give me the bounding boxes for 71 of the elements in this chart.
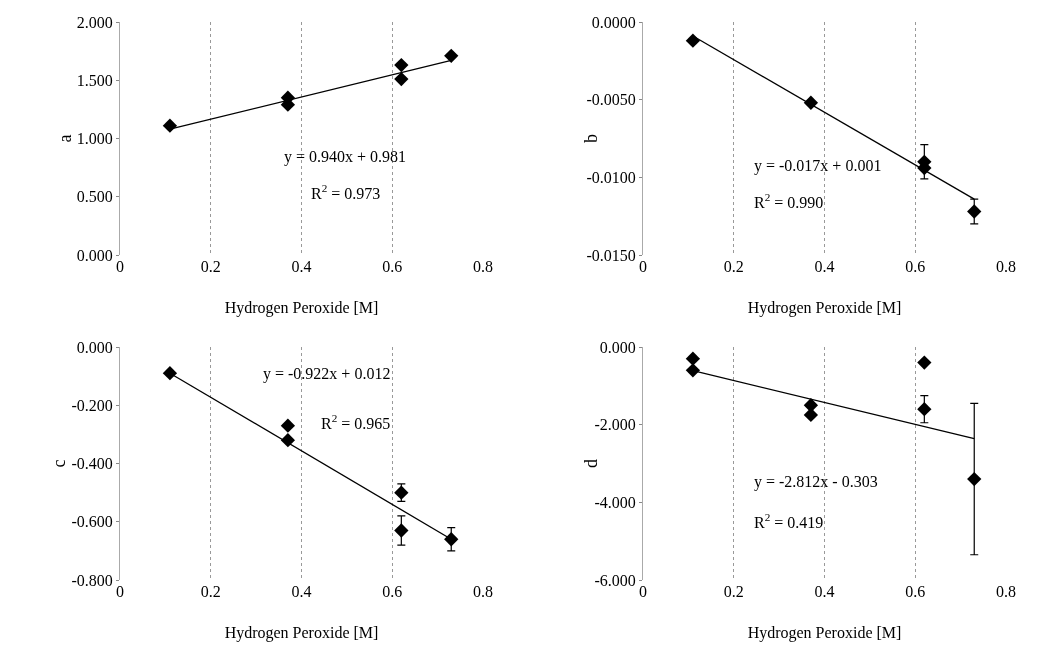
y-tick-label: 2.000 bbox=[76, 13, 113, 31]
x-tick-label: 0.8 bbox=[473, 258, 493, 275]
annotation: R$^{2}$ = 0.965 bbox=[321, 412, 391, 432]
x-tick-label: 0.8 bbox=[996, 583, 1016, 600]
y-tick-label: 0.000 bbox=[76, 338, 113, 356]
x-tick-label: 0.6 bbox=[382, 583, 403, 600]
x-tick-label: 0.8 bbox=[473, 583, 493, 600]
x-tick-label: 0.4 bbox=[291, 258, 312, 275]
y-tick-label: 0.000 bbox=[76, 246, 113, 264]
y-axis-title: c bbox=[49, 459, 70, 468]
point bbox=[394, 57, 409, 73]
point bbox=[917, 355, 932, 370]
x-tick-label: 0.6 bbox=[905, 583, 926, 600]
point bbox=[967, 471, 982, 487]
y-tick-label: -2.000 bbox=[594, 416, 636, 434]
point bbox=[444, 48, 459, 63]
y-tick-label: -0.200 bbox=[71, 396, 113, 414]
x-axis-title: Hydrogen Peroxide [M] bbox=[747, 299, 902, 317]
y-tick-label: -0.400 bbox=[71, 455, 113, 473]
point bbox=[162, 366, 178, 381]
y-axis-title: a bbox=[54, 134, 75, 143]
annotation: y = -0.017x + 0.001 bbox=[754, 157, 882, 175]
x-tick-label: 0.4 bbox=[814, 583, 835, 600]
y-tick-label: 0.0000 bbox=[591, 13, 636, 31]
point bbox=[685, 351, 701, 366]
x-tick-label: 0 bbox=[116, 583, 124, 600]
annotation: y = -2.812x - 0.303 bbox=[754, 473, 878, 491]
point bbox=[803, 95, 819, 110]
x-tick-label: 0.2 bbox=[200, 583, 221, 600]
y-tick-label: -6.000 bbox=[594, 571, 636, 589]
y-tick-label: 0.500 bbox=[76, 188, 113, 206]
x-axis-title: Hydrogen Peroxide [M] bbox=[747, 624, 902, 642]
annotation: R$^{2}$ = 0.973 bbox=[311, 182, 381, 202]
point bbox=[444, 532, 459, 547]
y-tick-label: -0.0150 bbox=[586, 246, 636, 264]
x-tick-label: 0.2 bbox=[723, 583, 744, 600]
y-tick-label: 0.000 bbox=[599, 338, 636, 356]
x-tick-label: 0.4 bbox=[814, 258, 835, 275]
point bbox=[685, 363, 701, 378]
annotation: y = -0.922x + 0.012 bbox=[263, 365, 391, 383]
y-tick-label: -0.0050 bbox=[586, 91, 636, 109]
annotation: R$^{2}$ = 0.419 bbox=[754, 511, 824, 531]
x-axis-title: Hydrogen Peroxide [M] bbox=[224, 299, 379, 317]
x-tick-label: 0 bbox=[116, 258, 124, 275]
y-tick-label: 1.500 bbox=[76, 71, 113, 89]
y-tick-label: -0.600 bbox=[71, 513, 113, 531]
x-tick-label: 0.6 bbox=[382, 258, 403, 275]
y-tick-label: 1.000 bbox=[76, 130, 113, 148]
point bbox=[394, 71, 409, 87]
x-tick-label: 0.2 bbox=[723, 258, 744, 275]
point bbox=[967, 204, 982, 219]
y-tick-label: -0.800 bbox=[71, 571, 113, 589]
point bbox=[917, 401, 932, 417]
point bbox=[280, 433, 296, 448]
point bbox=[280, 418, 296, 433]
point bbox=[162, 118, 178, 133]
y-tick-label: -0.0100 bbox=[586, 168, 636, 186]
x-tick-label: 0.8 bbox=[996, 258, 1016, 275]
y-axis-title: b bbox=[581, 134, 601, 143]
y-axis-title: d bbox=[581, 459, 601, 468]
annotation: R$^{2}$ = 0.990 bbox=[754, 191, 824, 211]
x-tick-label: 0.6 bbox=[905, 258, 926, 275]
point bbox=[394, 523, 409, 538]
point bbox=[685, 33, 701, 48]
x-tick-label: 0.2 bbox=[200, 258, 221, 275]
annotation: y = 0.940x + 0.981 bbox=[284, 148, 407, 166]
x-tick-label: 0 bbox=[639, 583, 647, 600]
x-tick-label: 0.4 bbox=[291, 583, 312, 600]
x-tick-label: 0 bbox=[639, 258, 647, 275]
y-tick-label: -4.000 bbox=[594, 493, 636, 511]
x-axis-title: Hydrogen Peroxide [M] bbox=[224, 624, 379, 642]
